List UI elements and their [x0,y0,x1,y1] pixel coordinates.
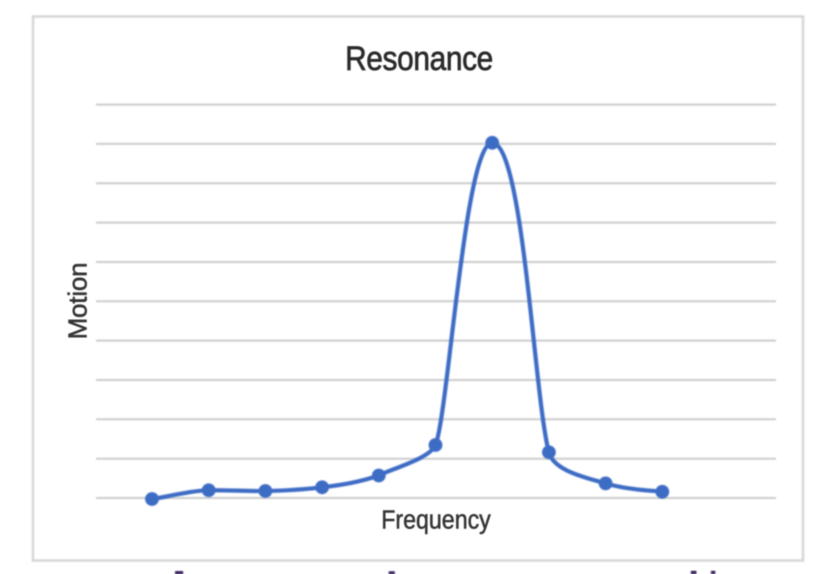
svg-text:Frequency: Frequency [381,507,491,535]
svg-text:Resonance: Resonance [345,39,493,77]
svg-text:Motion: Motion [63,263,93,340]
